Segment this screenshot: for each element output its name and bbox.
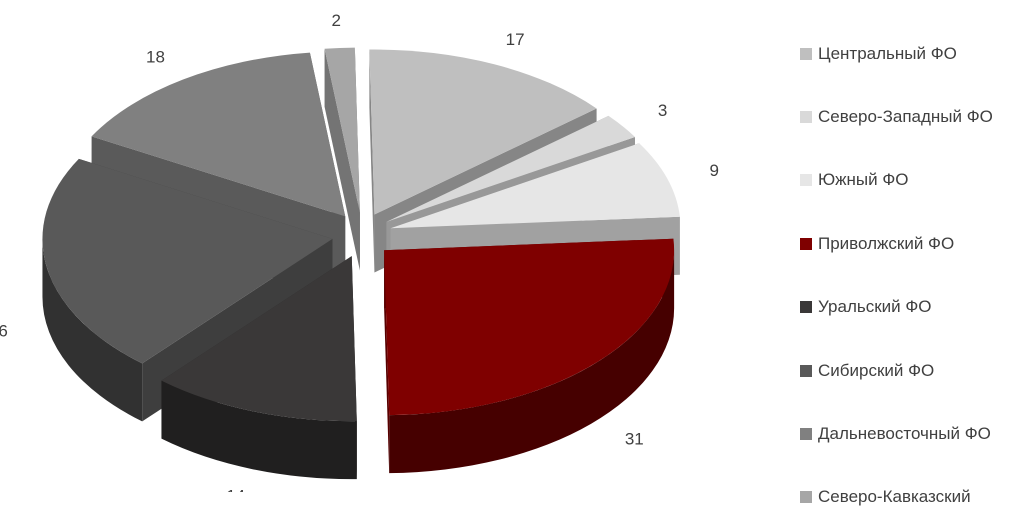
- legend-swatch: [800, 364, 812, 377]
- pie-chart: 17 3 9 31 14 26 18 2: [0, 11, 719, 492]
- legend-label: Приволжский ФО: [818, 233, 955, 253]
- data-label-южный-фо: 9: [709, 161, 718, 180]
- legend-item-уральский-фо: Уральский ФО: [800, 276, 1024, 339]
- legend-item-северо-западный-фо: Северо-Западный ФО: [800, 85, 1024, 148]
- data-label-северо-кавказский: 2: [332, 11, 341, 30]
- legend-label: Сибирский ФО: [818, 360, 935, 380]
- legend-swatch: [800, 47, 812, 60]
- pie-slice-сибирский-фо: [42, 158, 333, 364]
- legend-label: Центральный ФО: [818, 43, 957, 63]
- data-label-уральский-фо: 14: [226, 487, 245, 492]
- data-label-северо-западный-фо: 3: [658, 101, 667, 120]
- pie-slice-южный-фо: [390, 143, 680, 229]
- legend-label: Северо-Кавказский: [818, 487, 971, 507]
- legend-item-центральный-фо: Центральный ФО: [800, 22, 1024, 85]
- pie-slice-side-центральный-фо: [369, 49, 375, 273]
- pie-slice-приволжский-фо: [384, 238, 675, 416]
- data-label-центральный-фо: 17: [506, 30, 525, 49]
- legend-label: Северо-Западный ФО: [818, 107, 993, 127]
- pie-slice-северо-западный-фо: [386, 115, 636, 222]
- pie-slice-северо-кавказский: [324, 47, 360, 213]
- legend-item-южный-фо: Южный ФО: [800, 149, 1024, 212]
- legend-item-северо-кавказский: Северо-Кавказский: [800, 466, 1024, 529]
- legend-item-сибирский-фо: Сибирский ФО: [800, 339, 1024, 402]
- data-label-сибирский-фо: 26: [0, 321, 8, 340]
- legend-swatch: [800, 301, 812, 314]
- pie-slice-side-сибирский-фо: [42, 238, 143, 422]
- pie-slice-центральный-фо: [369, 49, 597, 215]
- legend-label: Уральский ФО: [818, 297, 932, 317]
- legend-label: Дальневосточный ФО: [818, 424, 991, 444]
- pie-slice-side-приволжский-фо: [384, 250, 390, 474]
- chart-legend: Центральный ФО Северо-Западный ФО Южный ФО…: [800, 22, 1024, 529]
- pie-slice-side-северо-кавказский: [324, 48, 360, 271]
- legend-swatch: [800, 174, 812, 187]
- legend-label: Южный ФО: [818, 170, 909, 190]
- pie-slice-side-уральский-фо: [161, 380, 357, 480]
- legend-item-дальневосточный-фо: Дальневосточный ФО: [800, 402, 1024, 465]
- pie-slice-дальневосточный-фо: [91, 52, 346, 217]
- data-label-дальневосточный-фо: 18: [146, 47, 165, 66]
- legend-swatch: [800, 428, 812, 441]
- legend-swatch: [800, 491, 812, 504]
- data-label-приволжский-фо: 31: [625, 430, 644, 449]
- legend-item-приволжский-фо: Приволжский ФО: [800, 212, 1024, 275]
- pie-slice-side-приволжский-фо: [389, 250, 675, 474]
- pie-slice-уральский-фо: [161, 256, 357, 422]
- legend-swatch: [800, 111, 812, 124]
- legend-swatch: [800, 237, 812, 250]
